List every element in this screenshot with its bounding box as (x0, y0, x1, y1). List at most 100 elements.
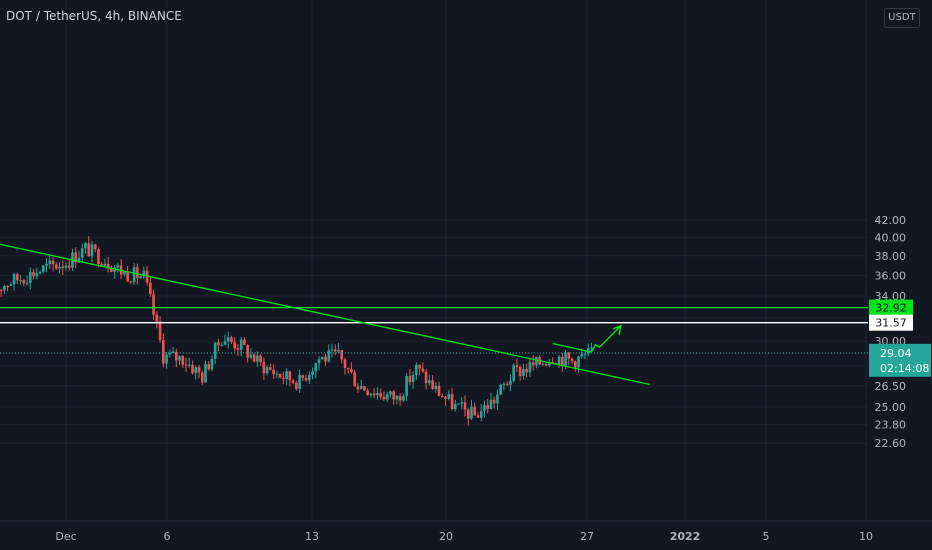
currency-label[interactable]: USDT (884, 8, 920, 28)
candle-body (505, 383, 509, 385)
candle-body (590, 347, 593, 349)
candle-body (239, 339, 243, 350)
candle-body (16, 273, 19, 281)
candle-body (353, 372, 357, 387)
candle-body (9, 284, 13, 287)
projection-arrow[interactable] (590, 325, 622, 353)
candle-body (204, 364, 207, 383)
candle-body (583, 353, 587, 355)
drawing-layer[interactable] (0, 225, 868, 386)
candle-body (126, 271, 129, 282)
candle-body (90, 244, 94, 257)
candle-body (25, 282, 29, 284)
candle-body (421, 368, 425, 372)
candle-body (324, 356, 327, 362)
candle-body (230, 337, 233, 342)
y-tick-label: 25.00 (875, 401, 907, 414)
candle-body (249, 354, 253, 358)
candle-body (372, 393, 376, 396)
candle-body (54, 264, 58, 269)
candle-body (301, 374, 305, 378)
y-tick-label: 42.00 (875, 214, 907, 227)
candle-body (236, 348, 240, 350)
candle-body (22, 280, 26, 284)
x-tick-label: Dec (55, 530, 76, 543)
time-axis[interactable]: Dec 6 13 20 27 2022 5 10 (0, 520, 932, 550)
candle-body (376, 393, 379, 396)
x-tick-label: 2022 (670, 530, 701, 543)
candle-body (220, 344, 224, 346)
candle-body (314, 363, 318, 372)
candle-body (265, 367, 269, 374)
y-tick-label: 40.00 (875, 231, 907, 244)
candle-body (129, 281, 133, 283)
candle-body (320, 356, 324, 360)
candle-body (136, 267, 139, 279)
y-tick-label: 38.00 (875, 250, 907, 263)
symbol-title[interactable]: DOT / TetherUS, 4h, BINANCE (6, 9, 182, 23)
candle-body (158, 321, 162, 340)
candle-body (200, 372, 204, 383)
candle-body (304, 377, 308, 381)
candle-body (512, 365, 515, 381)
candle-body (259, 355, 262, 363)
candle-body (32, 271, 35, 277)
candle-body (528, 362, 532, 373)
candle-body (564, 352, 567, 367)
candle-body (132, 267, 136, 283)
horizontal-level-label: 31.57 (875, 317, 907, 330)
trendline-descending-resistance[interactable] (0, 225, 651, 386)
trendline-flag-upper[interactable] (552, 342, 592, 353)
candle-body (64, 265, 68, 268)
candle-body (340, 349, 344, 360)
candle-body (544, 363, 548, 366)
candle-body (418, 364, 421, 369)
candle-body (483, 405, 486, 412)
candle-body (356, 386, 360, 390)
candle-body (38, 271, 42, 274)
candle-body (246, 344, 249, 358)
candle-body (51, 260, 55, 265)
candle-body (282, 377, 285, 380)
candle-body (392, 391, 395, 400)
candle-body (415, 364, 418, 376)
price-axis[interactable]: 22.6023.8025.0026.5028.0029.0030.0032.00… (868, 0, 932, 520)
horizontal-level-badge (869, 299, 913, 316)
candle-body (110, 268, 113, 272)
candle-body (171, 351, 175, 353)
candle-body (466, 409, 470, 419)
candle-body (162, 339, 165, 364)
grid-lines (0, 0, 868, 521)
bar-countdown-label: 02:14:08 (880, 362, 929, 375)
candle-body (87, 243, 91, 257)
candle-body (428, 380, 431, 384)
candle-body (48, 260, 52, 264)
candle-body (580, 354, 584, 357)
candle-body (291, 380, 295, 383)
price-labels: 32.92 31.57 29.04 02:14:08 (869, 299, 931, 377)
candle-body (74, 252, 78, 263)
candle-body (269, 367, 272, 370)
candle-body (531, 362, 535, 366)
candle-body (437, 385, 441, 397)
last-price-badge (869, 343, 931, 377)
candle-body (67, 265, 71, 268)
candle-body (317, 359, 321, 364)
candle-body (35, 273, 39, 277)
candle-body (308, 374, 311, 381)
candle-body (518, 366, 522, 376)
candle-body (431, 380, 434, 389)
candle-body (577, 356, 580, 368)
x-tick-label: 5 (763, 530, 770, 543)
candle-body (453, 404, 457, 410)
candle-body (207, 364, 211, 370)
candle-body (379, 393, 382, 397)
last-price-label: 29.04 (880, 347, 912, 360)
candle-body (0, 290, 3, 292)
candle-body (489, 399, 493, 409)
candle-body (405, 375, 408, 397)
candle-body (194, 367, 198, 374)
candle-body (311, 371, 314, 375)
candle-body (93, 244, 97, 250)
